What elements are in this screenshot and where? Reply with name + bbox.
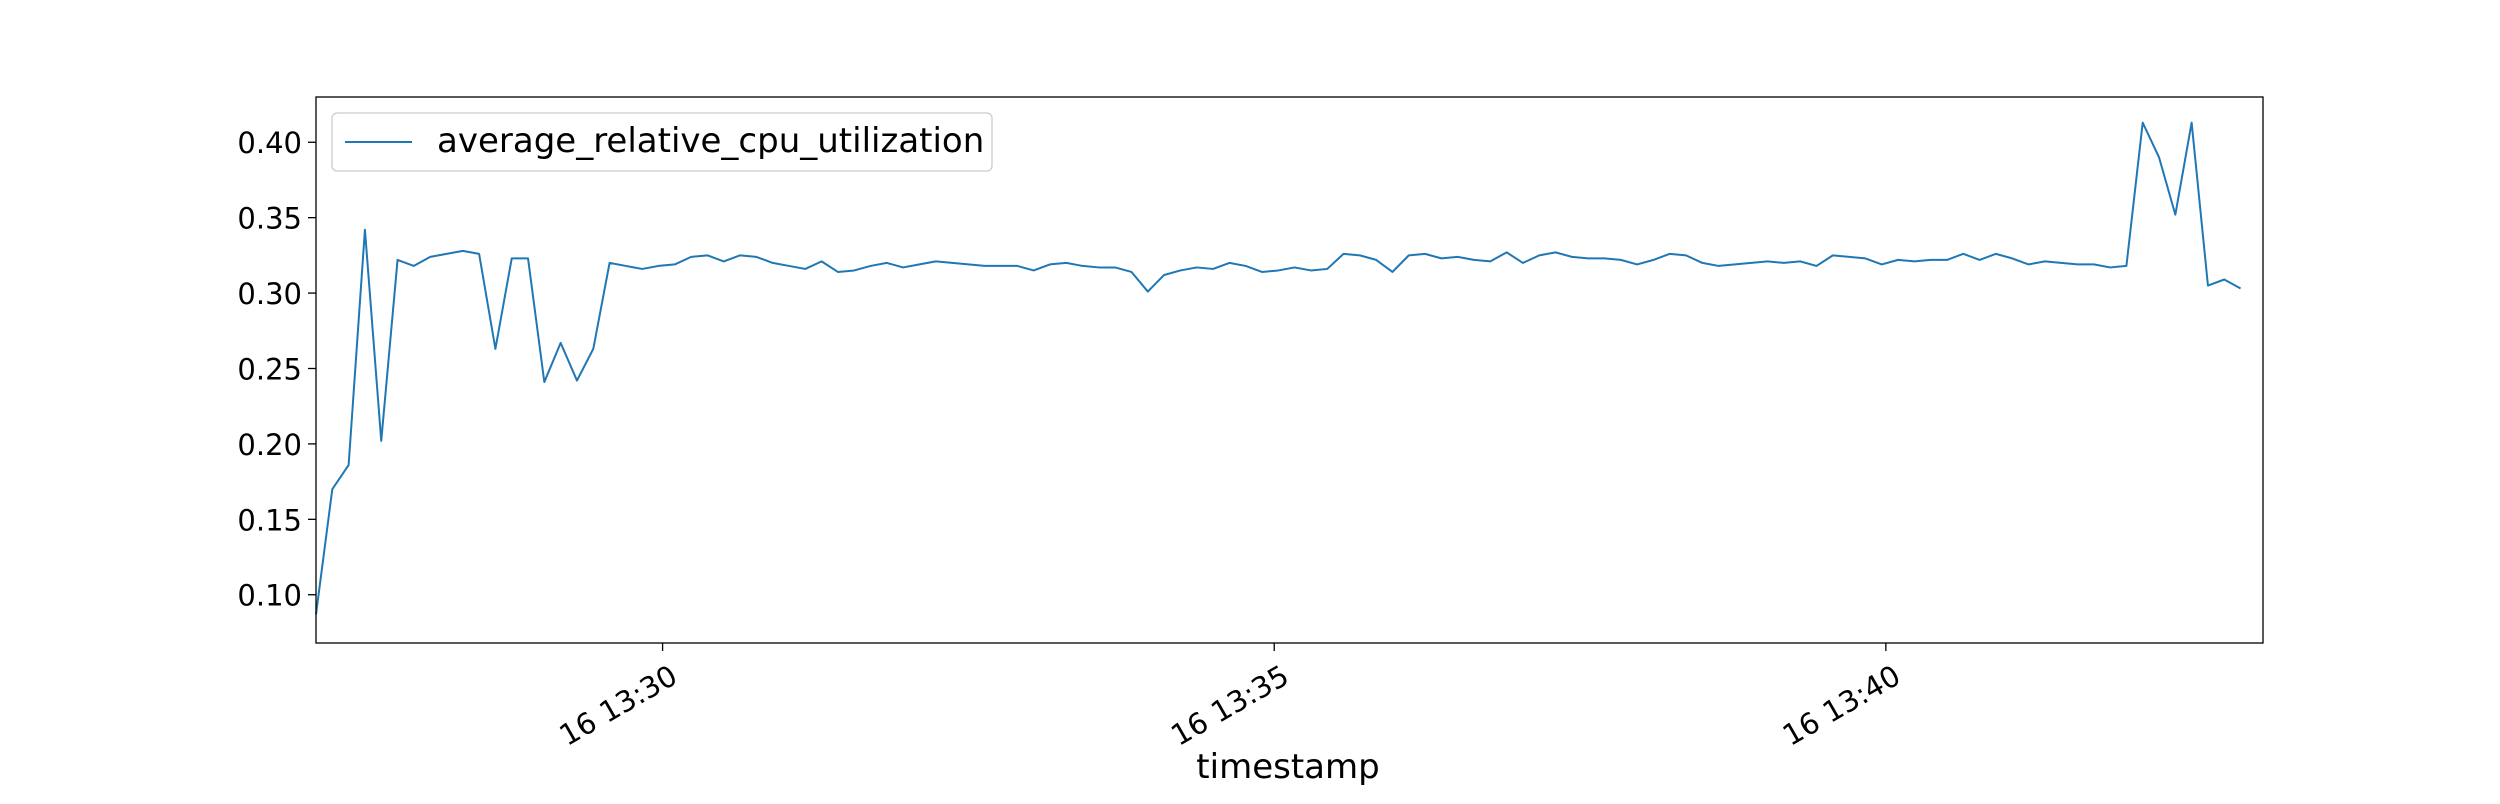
y-axis: 0.10 0.15 0.20 0.25 0.30 0.35 0.40	[237, 126, 316, 613]
legend: average_relative_cpu_utilization	[331, 112, 993, 172]
x-axis-label: timestamp	[1196, 747, 1379, 787]
y-tick-label: 0.35	[237, 202, 302, 236]
legend-label: average_relative_cpu_utilization	[437, 121, 984, 161]
series-line-average-relative-cpu-utilization	[315, 121, 2242, 615]
y-tick-label: 0.25	[237, 352, 302, 386]
legend-box	[331, 112, 993, 172]
y-tick-label: 0.40	[237, 126, 302, 160]
y-tick-label: 0.30	[237, 277, 302, 311]
plot-frame	[315, 96, 2264, 644]
y-tick-label: 0.20	[237, 428, 302, 462]
y-tick-label: 0.10	[237, 579, 302, 613]
y-tick-label: 0.15	[237, 503, 302, 537]
plot-series-layer	[315, 121, 2242, 615]
